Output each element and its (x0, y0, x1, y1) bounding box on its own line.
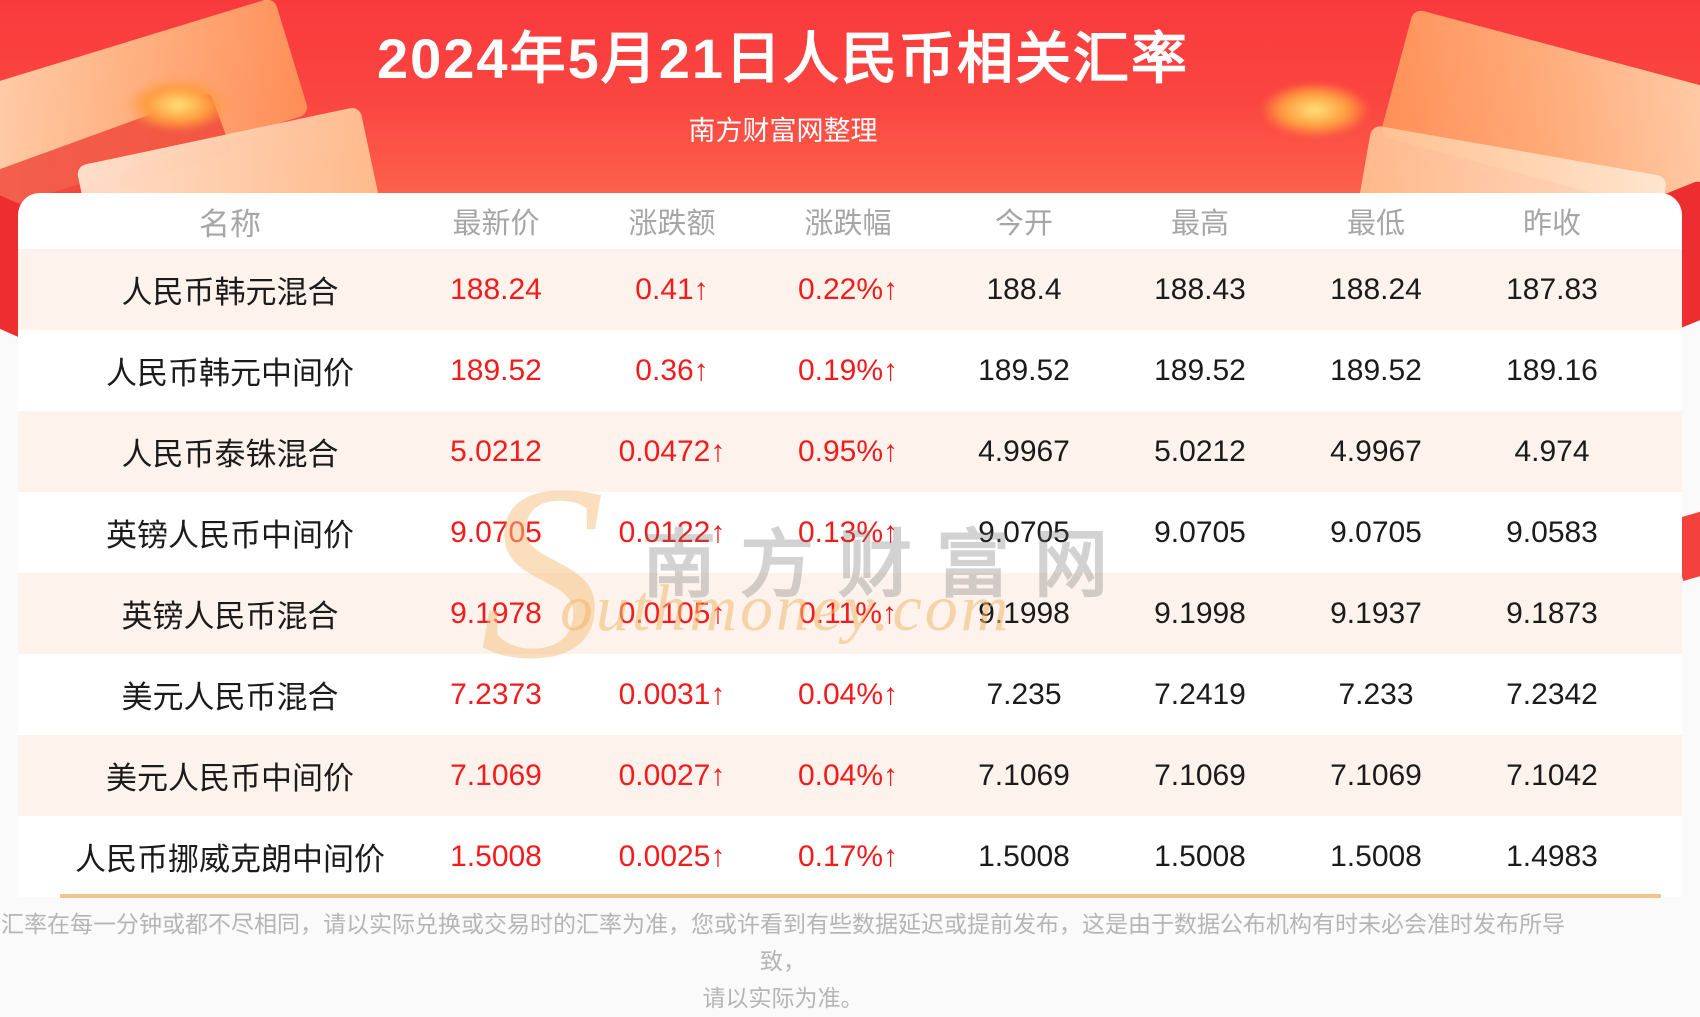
cell-change-pct: 0.95%↑ (797, 434, 899, 468)
header-cell-low: 最低 (1346, 208, 1405, 240)
cell-latest: 5.0212 (450, 434, 542, 468)
cell-change-pct: 0.17%↑ (797, 839, 899, 873)
cell-change-pct: 0.04%↑ (797, 758, 899, 792)
cell-name: 英镑人民币混合 (121, 599, 339, 634)
cell-latest: 188.24 (450, 272, 542, 306)
cell-name: 人民币韩元中间价 (106, 356, 354, 391)
disclaimer-line-2: 请以实际为准。 (702, 985, 864, 1011)
cell-open: 188.4 (986, 272, 1062, 306)
cell-low: 4.9967 (1330, 434, 1422, 468)
header-cell-change: 涨跌额 (628, 208, 716, 240)
cell-prev-close: 187.83 (1506, 272, 1598, 306)
cell-change-pct: 0.19%↑ (797, 353, 899, 387)
table-row: 人民币泰铢混合 5.0212 0.0472↑ 0.95%↑ 4.9967 5.0… (18, 411, 1682, 492)
cell-change: 0.0105↑ (618, 596, 726, 630)
cell-change-pct: 0.11%↑ (799, 596, 897, 630)
cell-name: 美元人民币中间价 (106, 761, 354, 796)
cell-prev-close: 9.1873 (1506, 596, 1598, 630)
cell-open: 7.235 (986, 677, 1062, 711)
cell-prev-close: 7.1042 (1506, 758, 1598, 792)
cell-high: 1.5008 (1154, 839, 1246, 873)
cell-name: 人民币泰铢混合 (121, 437, 339, 472)
cell-open: 189.52 (978, 353, 1070, 387)
cell-low: 7.1069 (1330, 758, 1422, 792)
cell-low: 9.0705 (1330, 515, 1422, 549)
page-title: 2024年5月21日人民币相关汇率 (376, 27, 1189, 90)
cell-latest: 1.5008 (450, 839, 542, 873)
cell-change: 0.0031↑ (618, 677, 726, 711)
header-cell-high: 最高 (1170, 208, 1229, 240)
cell-low: 189.52 (1330, 353, 1422, 387)
cell-open: 9.0705 (978, 515, 1070, 549)
cell-change: 0.36↑ (635, 353, 709, 387)
cell-high: 189.52 (1154, 353, 1246, 387)
cell-change-pct: 0.22%↑ (797, 272, 899, 306)
table-header-row: 名称 最新价 涨跌额 涨跌幅 今开 最高 最低 昨收 (18, 193, 1682, 249)
cell-high: 9.0705 (1154, 515, 1246, 549)
cell-name: 英镑人民币中间价 (106, 518, 354, 553)
cell-name: 人民币韩元混合 (121, 275, 339, 310)
cell-change: 0.0472↑ (618, 434, 726, 468)
disclaimer-line-1: 汇率在每一分钟或都不尽相同，请以实际兑换或交易时的汇率为准，您或许看到有些数据延… (1, 911, 1565, 974)
cell-low: 9.1937 (1330, 596, 1422, 630)
cell-prev-close: 7.2342 (1506, 677, 1598, 711)
cell-prev-close: 1.4983 (1506, 839, 1598, 873)
disclaimer: 汇率在每一分钟或都不尽相同，请以实际兑换或交易时的汇率为准，您或许看到有些数据延… (0, 906, 1566, 1017)
cell-prev-close: 9.0583 (1506, 515, 1598, 549)
table-row: 人民币韩元混合 188.24 0.41↑ 0.22%↑ 188.4 188.43… (18, 249, 1682, 330)
cell-name: 美元人民币混合 (121, 680, 339, 715)
cell-high: 188.43 (1154, 272, 1246, 306)
cell-open: 9.1998 (978, 596, 1070, 630)
cell-open: 7.1069 (978, 758, 1070, 792)
cell-prev-close: 4.974 (1514, 434, 1590, 468)
table-row: 美元人民币中间价 7.1069 0.0027↑ 0.04%↑ 7.1069 7.… (18, 735, 1682, 816)
header-cell-prev-close: 昨收 (1522, 208, 1581, 240)
table-row: 英镑人民币混合 9.1978 0.0105↑ 0.11%↑ 9.1998 9.1… (18, 573, 1682, 654)
cell-name: 人民币挪威克朗中间价 (75, 842, 385, 877)
table-row: 英镑人民币中间价 9.0705 0.0122↑ 0.13%↑ 9.0705 9.… (18, 492, 1682, 573)
table-row: 美元人民币混合 7.2373 0.0031↑ 0.04%↑ 7.235 7.24… (18, 654, 1682, 735)
header-cell-change-pct: 涨跌幅 (804, 208, 892, 240)
cell-change-pct: 0.04%↑ (797, 677, 899, 711)
cell-latest: 7.1069 (450, 758, 542, 792)
cell-open: 4.9967 (978, 434, 1070, 468)
cell-low: 7.233 (1338, 677, 1414, 711)
cell-change: 0.0122↑ (618, 515, 726, 549)
cell-low: 1.5008 (1330, 839, 1422, 873)
cell-low: 188.24 (1330, 272, 1422, 306)
header-cell-open: 今开 (994, 208, 1053, 240)
cell-high: 9.1998 (1154, 596, 1246, 630)
header-cell-name: 名称 (199, 206, 261, 242)
cell-latest: 9.0705 (450, 515, 542, 549)
cell-change: 0.41↑ (635, 272, 709, 306)
table-row: 人民币挪威克朗中间价 1.5008 0.0025↑ 0.17%↑ 1.5008 … (18, 816, 1682, 897)
cell-change: 0.0025↑ (618, 839, 726, 873)
cell-high: 7.2419 (1154, 677, 1246, 711)
rates-table: 名称 最新价 涨跌额 涨跌幅 今开 最高 最低 昨收 人民币韩元混合 188.2… (18, 193, 1682, 897)
page-subtitle: 南方财富网整理 (688, 116, 878, 146)
cell-latest: 7.2373 (450, 677, 542, 711)
cell-latest: 9.1978 (450, 596, 542, 630)
table-row: 人民币韩元中间价 189.52 0.36↑ 0.19%↑ 189.52 189.… (18, 330, 1682, 411)
header-cell-latest: 最新价 (452, 208, 540, 240)
table-bottom-divider (60, 894, 1661, 898)
cell-prev-close: 189.16 (1506, 353, 1598, 387)
cell-latest: 189.52 (450, 353, 542, 387)
cell-open: 1.5008 (978, 839, 1070, 873)
cell-high: 5.0212 (1154, 434, 1246, 468)
cell-high: 7.1069 (1154, 758, 1246, 792)
cell-change: 0.0027↑ (618, 758, 726, 792)
cell-change-pct: 0.13%↑ (797, 515, 899, 549)
